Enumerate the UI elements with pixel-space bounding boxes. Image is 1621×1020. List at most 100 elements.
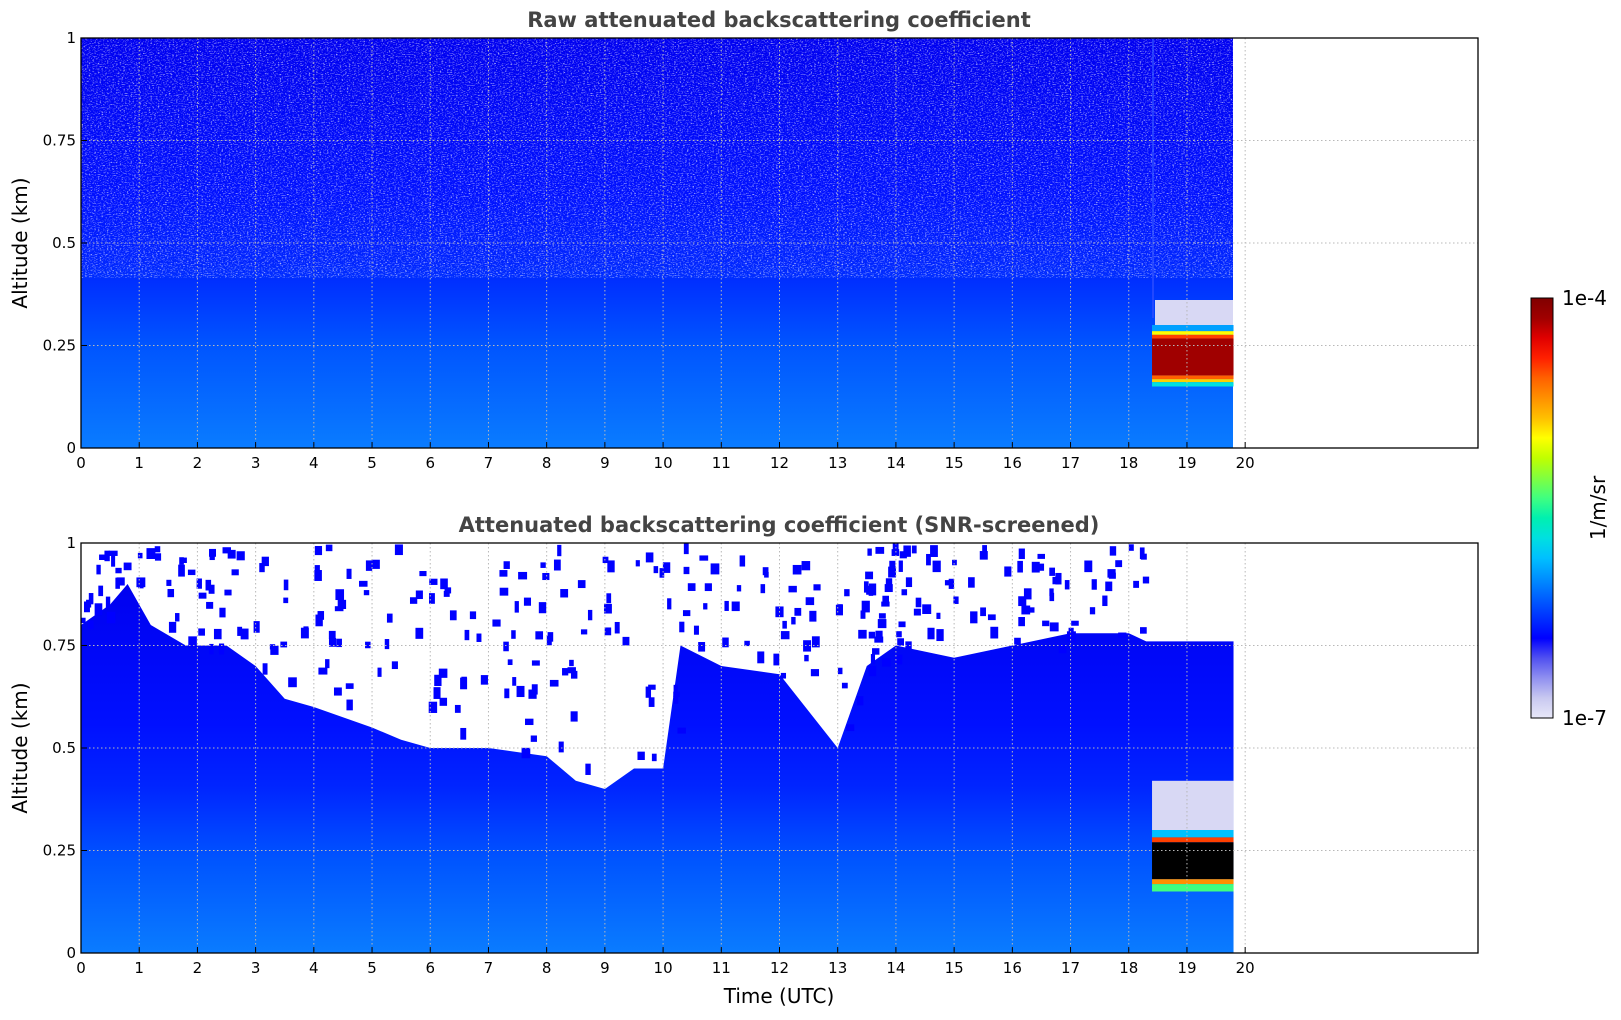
noise-patch (325, 659, 330, 669)
x-tick-label: 7 (484, 454, 494, 472)
noise-patch (317, 611, 325, 620)
noise-patch (866, 585, 871, 595)
colorbar: 1e-4 1e-7 1/m/sr (1530, 286, 1610, 730)
noise-patch (1140, 627, 1147, 634)
noise-patch (905, 641, 912, 650)
x-tick-label: 13 (828, 454, 847, 472)
noise-patch (262, 663, 268, 675)
noise-patch (868, 583, 877, 596)
noise-patch (523, 597, 532, 606)
x-tick-label: 8 (542, 454, 552, 472)
noise-streak (1152, 38, 1154, 318)
noise-patch (231, 569, 239, 576)
noise-patch (1071, 620, 1079, 626)
noise-patch (259, 563, 265, 573)
noise-patch (932, 560, 941, 573)
noise-patch (948, 578, 955, 589)
noise-patch (137, 552, 143, 559)
noise-patch (503, 561, 510, 569)
noise-patch (542, 572, 550, 581)
noise-patch (1039, 563, 1045, 571)
y-tick-label: 0.75 (43, 132, 76, 150)
noise-patch (841, 682, 848, 689)
x-tick-label: 16 (1003, 959, 1022, 977)
noise-patch (683, 566, 690, 575)
noise-patch (318, 667, 328, 675)
fog-band (1152, 379, 1234, 383)
noise-patch (443, 590, 450, 597)
noise-patch (530, 735, 537, 742)
noise-patch (96, 564, 101, 575)
noise-patch (1084, 560, 1093, 573)
noise-patch (744, 640, 750, 647)
noise-patch (429, 578, 438, 585)
x-tick-label: 15 (945, 454, 964, 472)
noise-patch (270, 645, 279, 655)
fog-band (1152, 842, 1234, 880)
noise-patch (227, 549, 236, 559)
noise-patch (81, 617, 86, 624)
noise-patch (645, 552, 654, 563)
heatmap-screened (81, 543, 1234, 953)
noise-patch (659, 568, 665, 578)
noise-patch (970, 611, 978, 624)
fog-band (1152, 884, 1234, 892)
noise-patch (703, 603, 708, 610)
noise-patch (198, 628, 205, 636)
noise-patch (762, 567, 769, 576)
noise-patch (813, 584, 821, 591)
noise-patch (982, 545, 988, 554)
noise-patch (1058, 644, 1067, 654)
noise-patch (1014, 637, 1021, 645)
noise-patch (585, 763, 591, 775)
noise-patch (209, 643, 214, 655)
noise-patch (359, 580, 368, 587)
noise-patch (549, 679, 559, 687)
noise-patch (167, 588, 175, 598)
noise-patch (673, 694, 679, 704)
x-tick-label: 4 (309, 454, 319, 472)
noise-patch (897, 638, 905, 646)
x-tick-label: 1 (134, 959, 144, 977)
noise-patch (540, 562, 546, 568)
noise-patch (1128, 544, 1134, 551)
x-axis-label: Time (UTC) (723, 984, 835, 1008)
noise-patch (865, 571, 874, 580)
noise-patch (881, 658, 891, 667)
noise-patch (240, 628, 249, 640)
colorbar-min-label: 1e-7 (1562, 706, 1607, 730)
noise-patch (154, 553, 162, 561)
noise-patch (603, 603, 612, 614)
noise-patch (868, 631, 876, 639)
noise-patch (391, 661, 398, 670)
noise-patch (1107, 569, 1116, 578)
noise-patch (440, 578, 448, 590)
noise-patch (94, 603, 103, 616)
noise-patch (1021, 605, 1031, 615)
noise-patch (805, 597, 815, 606)
noise-patch (724, 600, 729, 611)
noise-patch (499, 587, 509, 596)
noise-patch (878, 613, 886, 619)
noise-patch (336, 638, 342, 648)
noise-patch (315, 614, 323, 627)
noise-patch (328, 637, 337, 647)
signal-region (81, 584, 1234, 953)
noise-patch (521, 747, 531, 759)
noise-patch (507, 659, 513, 666)
noise-patch (1142, 576, 1150, 584)
noise-patch (653, 566, 659, 574)
x-tick-label: 6 (425, 454, 435, 472)
noise-patch (687, 583, 696, 591)
noise-patch (198, 592, 207, 599)
noise-patch (760, 584, 766, 594)
noise-patch (804, 654, 809, 662)
x-tick-label: 13 (828, 959, 847, 977)
noise-patch (990, 626, 999, 639)
noise-patch (394, 544, 403, 556)
noise-patch (253, 621, 260, 633)
x-tick-label: 15 (945, 959, 964, 977)
noise-patch (1068, 627, 1074, 639)
noise-patch (87, 620, 94, 630)
noise-patch (867, 548, 872, 556)
